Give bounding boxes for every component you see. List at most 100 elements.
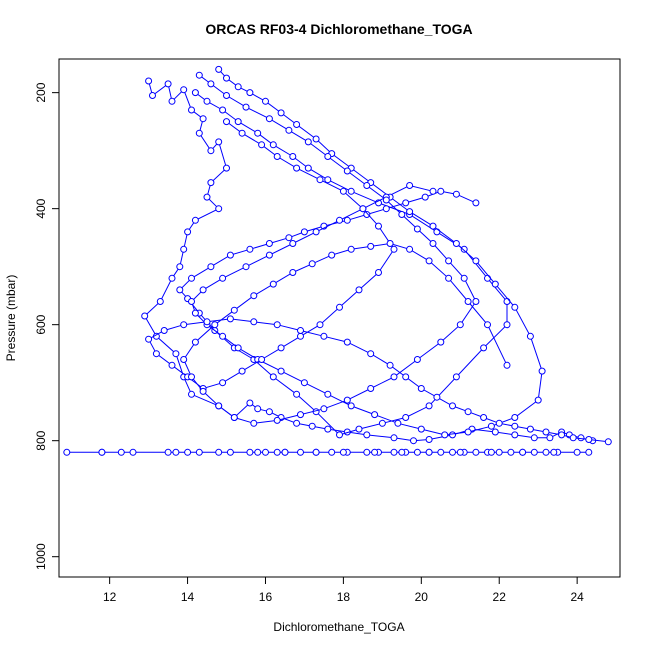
data-point [265, 251, 273, 259]
data-point [425, 448, 433, 456]
data-point [242, 263, 250, 271]
data-point [300, 228, 308, 236]
data-point [433, 393, 441, 401]
data-point [402, 199, 410, 207]
data-point [265, 408, 273, 416]
data-point [180, 321, 188, 329]
data-point [168, 361, 176, 369]
data-point [413, 448, 421, 456]
data-point [460, 245, 468, 253]
data-point [246, 245, 254, 253]
data-point [511, 431, 519, 439]
data-point [343, 396, 351, 404]
data-point [336, 431, 343, 439]
data-point [480, 344, 488, 352]
data-point [277, 367, 285, 375]
data-point [449, 448, 456, 456]
data-point [273, 153, 281, 160]
data-point [304, 138, 312, 146]
data-point [604, 438, 612, 446]
data-point [437, 338, 445, 346]
data-point [285, 126, 293, 134]
data-point [269, 373, 277, 381]
data-point [234, 344, 242, 352]
data-point [207, 263, 215, 271]
data-point [410, 437, 417, 445]
data-point [445, 257, 453, 265]
x-tick-label: 14 [181, 590, 195, 604]
x-tick-label: 12 [103, 590, 117, 604]
data-point [184, 228, 192, 236]
x-axis-label: Dichloromethane_TOGA [273, 620, 404, 634]
data-point [413, 356, 421, 363]
data-point [472, 257, 480, 265]
data-point [164, 448, 172, 456]
data-point [452, 240, 460, 247]
data-point [269, 280, 277, 288]
data-point [491, 428, 499, 436]
data-point [511, 414, 519, 421]
data-point [207, 179, 215, 187]
data-point [382, 205, 390, 213]
data-point [312, 135, 320, 143]
data-point [339, 187, 347, 195]
data-point [293, 419, 301, 427]
data-point [484, 321, 491, 329]
data-point [406, 182, 414, 189]
data-point [367, 242, 375, 250]
data-point [542, 448, 550, 456]
data-point [203, 97, 211, 105]
data-point [316, 176, 324, 184]
data-point [371, 448, 379, 456]
data-point [63, 448, 71, 456]
data-point [390, 245, 398, 253]
data-point [117, 448, 125, 456]
data-point [207, 80, 215, 88]
data-point [585, 436, 593, 443]
data-point [226, 251, 234, 259]
data-point [328, 448, 336, 456]
x-axis: 12 14 16 18 20 22 24 [103, 576, 584, 604]
data-point [180, 86, 188, 94]
data-point [347, 402, 355, 410]
data-point [230, 306, 238, 314]
data-point [285, 234, 293, 242]
data-point [184, 448, 192, 456]
chart-title: ORCAS RF03-4 Dichloromethane_TOGA [205, 21, 472, 37]
data-point [145, 335, 153, 343]
data-point [417, 385, 425, 392]
y-axis: 200 400 600 800 1000 [34, 82, 60, 570]
data-point [320, 332, 328, 340]
data-point [406, 208, 414, 216]
data-point [199, 115, 207, 123]
data-point [429, 187, 437, 195]
data-point [145, 77, 153, 85]
data-point [472, 298, 480, 305]
data-point [429, 240, 437, 247]
data-point [511, 303, 519, 311]
data-point [398, 448, 406, 456]
data-point [297, 332, 304, 340]
data-point [343, 167, 351, 175]
data-point [569, 434, 577, 442]
data-point [355, 425, 363, 433]
data-point [495, 448, 503, 456]
data-point [199, 286, 207, 294]
data-point [226, 448, 234, 456]
data-point [246, 399, 254, 407]
data-point [223, 118, 230, 126]
data-point [188, 274, 195, 282]
data-point [297, 411, 304, 419]
data-point [437, 448, 445, 456]
data-point [417, 425, 425, 433]
data-point [238, 367, 246, 375]
data-point [191, 216, 199, 224]
data-point [456, 448, 464, 456]
data-point [281, 448, 289, 456]
data-point [382, 196, 390, 204]
data-point [367, 385, 375, 392]
data-point [375, 269, 382, 276]
data-point [573, 448, 581, 456]
data-point [230, 414, 238, 421]
